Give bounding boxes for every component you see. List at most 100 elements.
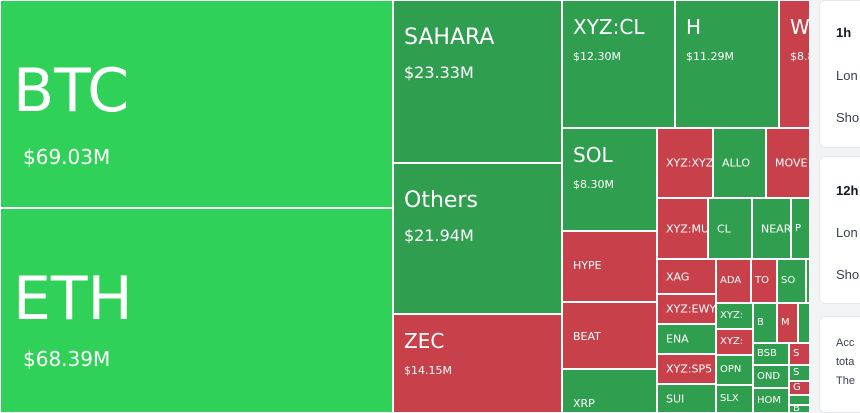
card-1h: 1h Lon Sho (819, 0, 860, 148)
tile-beat[interactable]: BEAT (562, 302, 657, 369)
card-1h-title[interactable]: 1h (836, 25, 852, 40)
tile-xyz-2[interactable]: XYZ: (716, 303, 753, 329)
tile-symbol: SLX (720, 393, 739, 404)
tile-symbol: ENA (666, 332, 689, 346)
tile-cl[interactable]: CL (708, 198, 752, 259)
tile-eth[interactable]: ETH $68.39M (0, 208, 393, 413)
tile-symbol: SOL (573, 143, 613, 167)
tile-sui[interactable]: SUI (657, 384, 716, 413)
tile-symbol: MOVE (775, 156, 808, 170)
tile-hom[interactable]: HOM (753, 388, 789, 413)
tile-symbol: OPN (720, 364, 742, 375)
tile-bsb[interactable]: BSB (753, 343, 789, 365)
card-12h-long-label: Lon (836, 225, 858, 240)
tile-opn[interactable]: OPN (716, 355, 753, 385)
tile-amount: $68.39M (23, 347, 111, 371)
tile-near[interactable]: NEAR (752, 198, 791, 259)
tile-g[interactable]: G (789, 381, 810, 395)
tile-amount: $8.8 (790, 50, 809, 63)
tile-symbol: B (793, 405, 800, 413)
tile-w[interactable]: W $8.8 (779, 0, 810, 128)
tile-symbol: M (781, 317, 790, 328)
card-1h-short-label: Sho (836, 110, 860, 125)
tile-xag[interactable]: XAG (657, 259, 716, 294)
tile-symbol: TO (755, 275, 769, 286)
tile-p[interactable]: P (791, 198, 810, 259)
tile-unlabeled[interactable] (789, 395, 810, 405)
tile-symbol: ZEC (404, 329, 445, 353)
tile-so[interactable]: SO (777, 259, 806, 303)
tile-to[interactable]: TO (751, 259, 777, 303)
tile-m[interactable]: M (777, 303, 798, 343)
tile-symbol: P (795, 222, 802, 234)
tile-slx[interactable]: SLX (716, 385, 753, 413)
info-line: tota (836, 356, 855, 368)
tile-symbol: XRP (573, 397, 595, 410)
tile-symbol: XYZ: (720, 336, 744, 347)
tile-move[interactable]: MOVE (766, 128, 810, 198)
tile-amount: $69.03M (23, 145, 111, 169)
tile-amount: $21.94M (404, 226, 474, 245)
tile-btc[interactable]: BTC $69.03M (0, 0, 393, 208)
tile-symbol: BTC (13, 56, 130, 126)
tile-amount: $8.30M (573, 178, 614, 191)
tile-unlabeled[interactable] (798, 303, 810, 343)
tile-ada[interactable]: ADA (716, 259, 751, 303)
tile-unlabeled[interactable] (806, 259, 810, 303)
info-card: Acc tota The (819, 316, 860, 413)
tile-ond[interactable]: OND (753, 365, 789, 388)
tile-symbol: SAHARA (404, 25, 495, 50)
tile-symbol: CL (717, 222, 731, 235)
tile-s-1[interactable]: S (789, 343, 810, 365)
tile-xrp[interactable]: XRP (562, 369, 657, 413)
tile-symbol: XYZ:EWY (666, 302, 716, 316)
tile-sahara[interactable]: SAHARA $23.33M (393, 0, 562, 163)
tile-amount: $12.30M (573, 50, 621, 63)
tile-symbol: SO (781, 275, 796, 286)
tile-allo[interactable]: ALLO (713, 128, 766, 198)
tile-symbol: NEAR (761, 222, 791, 235)
tile-symbol: BSB (757, 348, 777, 359)
tile-symbol: ALLO (722, 156, 751, 170)
tile-xyz-sp5[interactable]: XYZ:SP5 (657, 354, 716, 384)
tile-others[interactable]: Others $21.94M (393, 163, 562, 314)
tile-symbol: XYZ: (720, 310, 744, 321)
tile-symbol: ADA (720, 275, 742, 286)
card-1h-long-label: Lon (836, 68, 858, 83)
tile-symbol: B (757, 317, 764, 328)
tile-symbol: H (686, 15, 702, 39)
tile-amount: $23.33M (404, 63, 474, 82)
info-line: The (836, 375, 855, 387)
tile-symbol: SUI (666, 392, 685, 405)
tile-ena[interactable]: ENA (657, 324, 716, 354)
card-12h-short-label: Sho (836, 267, 860, 282)
tile-symbol: S (793, 367, 800, 378)
tile-b-2[interactable]: B (789, 405, 810, 413)
side-panel: 1h Lon Sho 12h Lon Sho Acc tota The (819, 0, 860, 413)
tile-s-2[interactable]: S (789, 365, 810, 381)
tile-sol[interactable]: SOL $8.30M (562, 128, 657, 231)
tile-xyz-xyz[interactable]: XYZ:XYZ (657, 128, 713, 198)
tile-symbol: XYZ:SP5 (666, 362, 713, 376)
tile-symbol: ETH (13, 264, 133, 334)
tile-symbol: OND (757, 370, 781, 382)
tile-h[interactable]: H $11.29M (675, 0, 779, 128)
tile-xyz-ewy[interactable]: XYZ:EWY (657, 294, 716, 324)
tile-symbol: XYZ:CL (573, 15, 645, 39)
tile-symbol: G (793, 382, 801, 393)
tile-xyz-3[interactable]: XYZ: (716, 329, 753, 355)
tile-symbol: BEAT (573, 330, 601, 343)
tile-symbol: W (790, 15, 810, 39)
card-12h-title[interactable]: 12h (836, 183, 859, 198)
tile-symbol: XYZ:XYZ (666, 156, 713, 170)
tile-xyz-mu[interactable]: XYZ:MU (657, 198, 708, 259)
tile-b[interactable]: B (753, 303, 777, 343)
tile-symbol: S (793, 348, 800, 359)
card-12h: 12h Lon Sho (819, 156, 860, 304)
tile-hype[interactable]: HYPE (562, 231, 657, 302)
tile-amount: $11.29M (686, 50, 734, 63)
tile-symbol: Others (404, 188, 478, 213)
tile-xyz-cl[interactable]: XYZ:CL $12.30M (562, 0, 675, 128)
info-line: Acc (836, 337, 855, 349)
tile-zec[interactable]: ZEC $14.15M (393, 314, 562, 413)
